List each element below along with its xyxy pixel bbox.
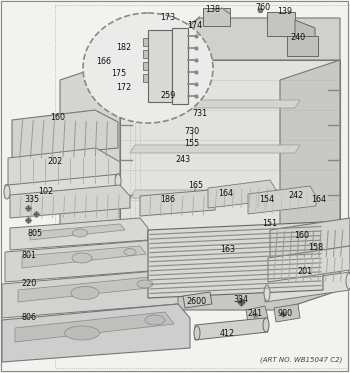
Text: 202: 202	[47, 157, 63, 166]
Ellipse shape	[346, 273, 350, 289]
Ellipse shape	[263, 318, 269, 332]
Text: 164: 164	[312, 195, 327, 204]
Text: 242: 242	[288, 191, 304, 201]
Polygon shape	[60, 290, 340, 310]
Text: 2600: 2600	[186, 298, 206, 307]
Ellipse shape	[83, 13, 213, 123]
Text: 201: 201	[298, 267, 313, 276]
Text: 158: 158	[308, 244, 323, 253]
Ellipse shape	[264, 285, 270, 301]
Polygon shape	[203, 8, 230, 26]
Text: 155: 155	[184, 138, 200, 147]
Polygon shape	[130, 100, 300, 108]
Polygon shape	[148, 30, 172, 102]
Text: 160: 160	[50, 113, 65, 122]
Polygon shape	[60, 60, 120, 310]
Polygon shape	[267, 12, 295, 36]
Polygon shape	[5, 240, 162, 282]
Polygon shape	[130, 145, 300, 153]
Text: 138: 138	[205, 4, 220, 13]
Text: 154: 154	[259, 195, 274, 204]
Text: 160: 160	[294, 232, 309, 241]
Polygon shape	[274, 304, 300, 322]
Ellipse shape	[72, 253, 92, 263]
Polygon shape	[120, 18, 340, 60]
Polygon shape	[2, 270, 178, 318]
Text: (ART NO. WB15047 C2): (ART NO. WB15047 C2)	[260, 357, 342, 363]
Polygon shape	[143, 62, 148, 70]
Text: 102: 102	[38, 186, 54, 195]
Polygon shape	[280, 60, 340, 310]
Polygon shape	[183, 292, 212, 308]
Text: 334: 334	[233, 295, 248, 304]
Polygon shape	[8, 148, 120, 185]
Polygon shape	[18, 277, 158, 302]
Ellipse shape	[71, 286, 99, 300]
Text: 166: 166	[97, 57, 112, 66]
Polygon shape	[22, 246, 146, 268]
Text: 175: 175	[111, 69, 127, 78]
Polygon shape	[143, 50, 148, 58]
Polygon shape	[246, 306, 268, 322]
Text: 760: 760	[256, 3, 271, 13]
Text: 139: 139	[278, 7, 293, 16]
Polygon shape	[195, 318, 268, 340]
Polygon shape	[10, 218, 148, 250]
Polygon shape	[15, 312, 174, 342]
Ellipse shape	[115, 174, 121, 188]
Polygon shape	[248, 186, 316, 214]
Text: 805: 805	[27, 229, 43, 238]
Text: 163: 163	[220, 245, 236, 254]
Text: 243: 243	[175, 154, 190, 163]
Ellipse shape	[72, 229, 88, 237]
Polygon shape	[140, 190, 215, 216]
Polygon shape	[208, 180, 276, 208]
Polygon shape	[10, 185, 130, 218]
Text: 801: 801	[21, 251, 36, 260]
Text: 240: 240	[290, 34, 306, 43]
Polygon shape	[30, 224, 125, 240]
Text: 173: 173	[160, 13, 176, 22]
Text: 900: 900	[278, 310, 293, 319]
Ellipse shape	[137, 280, 153, 288]
Polygon shape	[2, 304, 190, 362]
Polygon shape	[265, 272, 350, 302]
Ellipse shape	[194, 326, 200, 340]
Polygon shape	[295, 20, 315, 48]
Polygon shape	[172, 28, 188, 104]
Text: 151: 151	[262, 219, 278, 228]
Text: 174: 174	[188, 22, 203, 31]
Ellipse shape	[4, 185, 10, 199]
Ellipse shape	[145, 315, 165, 325]
Polygon shape	[148, 222, 323, 298]
Text: 335: 335	[25, 195, 40, 204]
Polygon shape	[5, 174, 120, 198]
Text: 182: 182	[117, 44, 132, 53]
Text: 259: 259	[160, 91, 176, 100]
Text: 241: 241	[247, 310, 262, 319]
Polygon shape	[12, 110, 118, 158]
Text: 730: 730	[184, 128, 200, 137]
Ellipse shape	[124, 248, 136, 256]
Text: 186: 186	[161, 194, 175, 204]
Text: 412: 412	[219, 329, 234, 338]
Ellipse shape	[64, 326, 99, 340]
Text: 172: 172	[116, 84, 132, 93]
Polygon shape	[130, 190, 300, 198]
Polygon shape	[143, 38, 148, 46]
Text: 806: 806	[21, 313, 36, 323]
Polygon shape	[268, 246, 350, 282]
Text: 164: 164	[218, 189, 233, 198]
Polygon shape	[120, 60, 340, 290]
Text: 165: 165	[188, 182, 204, 191]
Polygon shape	[270, 218, 350, 258]
Polygon shape	[143, 74, 148, 82]
Polygon shape	[287, 36, 318, 56]
Text: 731: 731	[193, 110, 208, 119]
Text: 220: 220	[21, 279, 37, 288]
